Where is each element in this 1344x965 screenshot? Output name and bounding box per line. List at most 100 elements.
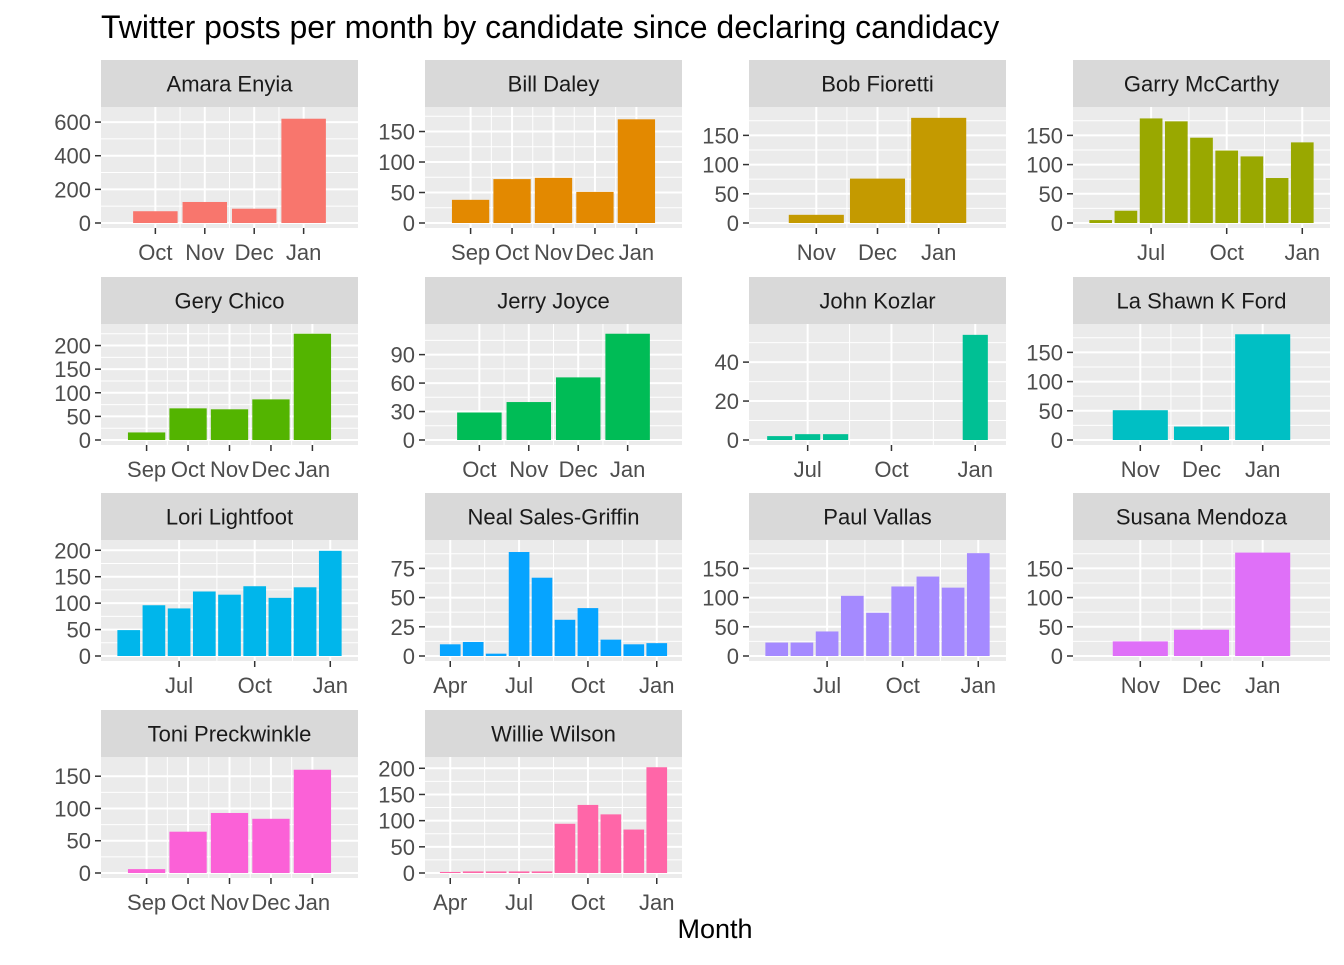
- x-tick-label: Oct: [171, 890, 205, 915]
- bar: [493, 179, 531, 223]
- x-tick-label: Dec: [251, 457, 290, 482]
- y-tick-label: 150: [378, 782, 415, 807]
- y-tick-label: 150: [378, 120, 415, 145]
- bar: [1240, 156, 1264, 223]
- bar: [142, 605, 166, 656]
- x-tick-label: Oct: [571, 673, 605, 698]
- x-tick-label: Oct: [886, 673, 920, 698]
- y-tick-label: 200: [54, 538, 91, 563]
- bar: [815, 631, 839, 656]
- bar: [911, 117, 967, 223]
- bar: [508, 871, 530, 873]
- y-tick-label: 50: [1039, 615, 1063, 640]
- bar: [485, 871, 507, 873]
- bar: [554, 619, 576, 656]
- y-tick-label: 50: [391, 835, 415, 860]
- bar: [554, 823, 576, 873]
- bar: [600, 814, 622, 873]
- bar: [231, 208, 277, 223]
- y-tick-label: 0: [1051, 428, 1063, 453]
- bar: [485, 653, 507, 656]
- y-tick-label: 75: [391, 556, 415, 581]
- x-tick-label: Oct: [1210, 240, 1244, 265]
- x-axis-label: Month: [677, 914, 752, 944]
- y-tick-label: 50: [715, 182, 739, 207]
- chart-title: Twitter posts per month by candidate sin…: [101, 9, 999, 45]
- x-tick-label: Oct: [874, 457, 908, 482]
- x-tick-label: Jan: [1285, 240, 1320, 265]
- x-tick-label: Dec: [235, 240, 274, 265]
- y-tick-label: 50: [67, 404, 91, 429]
- y-tick-label: 150: [54, 565, 91, 590]
- bar: [462, 871, 484, 873]
- bar: [646, 767, 668, 873]
- y-tick-label: 100: [54, 796, 91, 821]
- y-tick-label: 150: [54, 357, 91, 382]
- x-tick-label: Jan: [619, 240, 654, 265]
- x-tick-label: Apr: [433, 673, 467, 698]
- bar: [1114, 210, 1138, 223]
- y-tick-label: 50: [391, 181, 415, 206]
- facet-panel: Amara Enyia 0 200 400 600 Oct Nov Dec Jan: [54, 60, 358, 265]
- facet-panel: Garry McCarthy 0 50 100 150 Jul Oct Jan: [1026, 60, 1330, 265]
- bar: [293, 587, 317, 656]
- y-tick-label: 0: [1051, 644, 1063, 669]
- facet-strip-label: Jerry Joyce: [497, 289, 609, 314]
- bar: [605, 333, 650, 440]
- bar: [451, 199, 490, 223]
- bar: [1235, 552, 1291, 656]
- facet-strip: [425, 493, 682, 540]
- bar: [767, 436, 793, 440]
- bar: [252, 399, 290, 440]
- y-tick-label: 150: [54, 764, 91, 789]
- x-tick-label: Jul: [813, 673, 841, 698]
- x-tick-label: Nov: [509, 457, 548, 482]
- x-tick-label: Jul: [165, 673, 193, 698]
- bar: [531, 577, 553, 656]
- y-tick-label: 100: [1026, 586, 1063, 611]
- x-tick-label: Jan: [639, 673, 674, 698]
- y-tick-label: 150: [702, 556, 739, 581]
- x-tick-label: Jul: [505, 890, 533, 915]
- y-tick-label: 50: [391, 586, 415, 611]
- y-tick-label: 90: [391, 343, 415, 368]
- bar: [281, 118, 326, 223]
- facet-strip: [101, 710, 358, 757]
- x-tick-label: Nov: [1121, 673, 1160, 698]
- bar: [252, 818, 290, 873]
- x-tick-label: Nov: [1121, 457, 1160, 482]
- facet-strip: [749, 277, 1006, 324]
- facet-panel: Jerry Joyce 0 30 60 90 Oct Nov Dec Jan: [391, 277, 682, 482]
- bar: [617, 119, 656, 223]
- bar: [866, 612, 889, 656]
- bar: [1173, 426, 1230, 440]
- y-tick-label: 100: [702, 586, 739, 611]
- facet-panel: Neal Sales-Griffin 0 25 50 75 Apr Jul Oct Jan: [391, 493, 682, 698]
- bar: [891, 586, 915, 656]
- y-tick-label: 25: [391, 615, 415, 640]
- bar: [576, 191, 614, 223]
- x-tick-label: Jan: [295, 457, 330, 482]
- x-tick-label: Jul: [1137, 240, 1165, 265]
- y-tick-label: 150: [1026, 340, 1063, 365]
- facet-strip: [425, 277, 682, 324]
- facet-panel: Bob Fioretti 0 50 100 150 Nov Dec Jan: [702, 60, 1006, 265]
- bar: [133, 211, 178, 223]
- bar: [182, 201, 228, 223]
- bar: [268, 597, 292, 656]
- y-tick-label: 100: [1026, 370, 1063, 395]
- bar: [1190, 137, 1213, 223]
- x-tick-label: Jan: [1245, 457, 1280, 482]
- bar: [169, 831, 207, 873]
- facet-strip: [1073, 60, 1330, 107]
- bar: [210, 812, 249, 873]
- bar: [1089, 220, 1113, 223]
- x-tick-label: Jan: [639, 890, 674, 915]
- facet-panel: La Shawn K Ford 0 50 100 150 Nov Dec Jan: [1026, 277, 1330, 482]
- bar: [962, 334, 988, 440]
- x-tick-label: Oct: [138, 240, 172, 265]
- bar: [966, 553, 990, 656]
- y-tick-label: 0: [727, 428, 739, 453]
